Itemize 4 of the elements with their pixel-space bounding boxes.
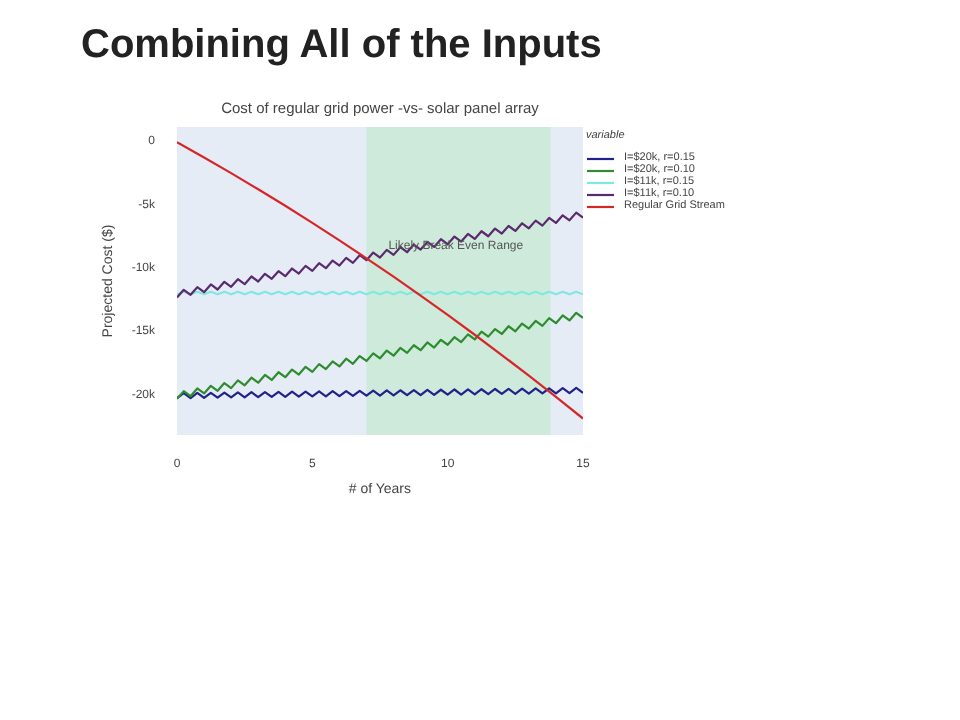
- line-series: [177, 211, 583, 299]
- line-series: [177, 311, 583, 400]
- chart-title: Combining All of the Inputs: [81, 23, 602, 67]
- line-series: [177, 141, 583, 420]
